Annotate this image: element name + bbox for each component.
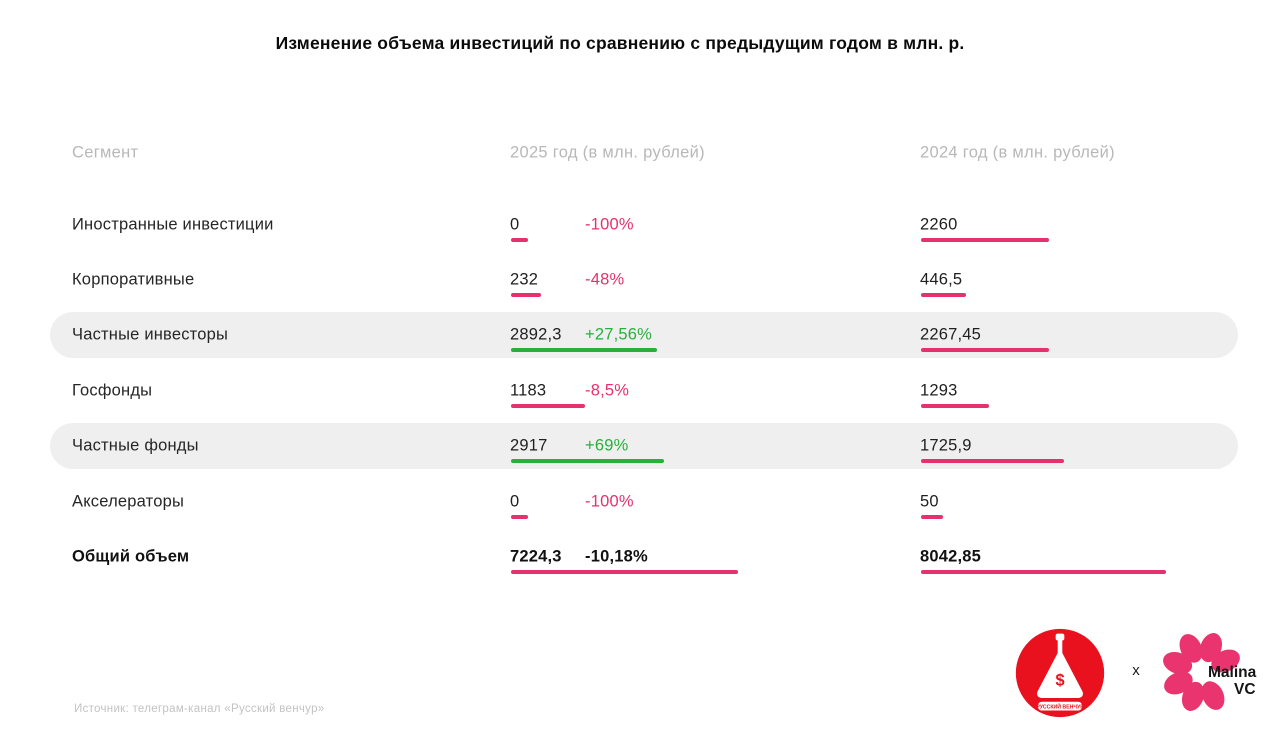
table-row: Иностранные инвестиции 0 -100% 2260 — [0, 197, 1280, 252]
value-2024: 1725,9 — [920, 436, 972, 455]
change-percent: -100% — [585, 215, 634, 234]
table-row: Частные инвесторы 2892,3 +27,56% 2267,45 — [0, 308, 1280, 363]
segment-label: Иностранные инвестиции — [72, 215, 274, 234]
segment-label: Общий объем — [72, 547, 190, 566]
table-row: Частные фонды 2917 +69% 1725,9 — [0, 419, 1280, 474]
table-header-row: Сегмент 2025 год (в млн. рублей) 2024 го… — [0, 130, 1280, 176]
header-segment: Сегмент — [72, 143, 139, 162]
collab-x-separator: x — [1132, 662, 1140, 679]
segment-label: Госфонды — [72, 381, 153, 400]
segment-label: Частные фонды — [72, 436, 199, 455]
change-percent: +69% — [585, 436, 629, 455]
value-2024: 2267,45 — [920, 325, 982, 344]
header-2025: 2025 год (в млн. рублей) — [510, 143, 705, 162]
value-bar-2024 — [921, 459, 1064, 464]
source-caption: Источник: телеграм-канал «Русский венчур… — [74, 703, 325, 715]
table-row: Корпоративные 232 -48% 446,5 — [0, 252, 1280, 307]
value-bar-2025 — [511, 403, 585, 408]
value-bar-2024 — [921, 237, 1049, 242]
value-2025: 2892,3 — [510, 325, 562, 344]
value-2024: 50 — [920, 492, 939, 511]
dollar-icon: $ — [1055, 671, 1064, 689]
value-2025: 0 — [510, 215, 520, 234]
value-bar-2025 — [511, 293, 541, 298]
value-bar-2024 — [921, 514, 943, 519]
value-bar-2025 — [511, 348, 657, 353]
malina-wordmark-line2: VC — [1234, 681, 1256, 698]
table-row: Госфонды 1183 -8,5% 1293 — [0, 363, 1280, 418]
malina-wordmark-line1: Malina — [1208, 664, 1257, 681]
value-bar-2024 — [921, 348, 1049, 353]
value-bar-2024 — [921, 570, 1166, 575]
segment-label: Корпоративные — [72, 270, 195, 289]
value-2025: 0 — [510, 492, 520, 511]
value-2025: 2917 — [510, 436, 548, 455]
table-row: Акселераторы 0 -100% 50 — [0, 474, 1280, 529]
value-bar-2025 — [511, 459, 664, 464]
value-2024: 1293 — [920, 381, 958, 400]
page-title: Изменение объема инвестиций по сравнению… — [275, 33, 965, 53]
value-bar-2025 — [511, 570, 738, 575]
value-bar-2024 — [921, 403, 989, 408]
value-2024: 2260 — [920, 215, 958, 234]
value-2025: 1183 — [510, 381, 547, 400]
value-bar-2025 — [511, 514, 528, 519]
segment-label: Акселераторы — [72, 492, 185, 511]
footer-logos: $ РУССКИЙ ВЕНЧУР x Malina VC — [1012, 622, 1272, 732]
change-percent: -10,18% — [585, 547, 648, 566]
change-percent: -8,5% — [585, 381, 630, 400]
russian-venture-caption: РУССКИЙ ВЕНЧУР — [1036, 702, 1084, 710]
value-bar-2025 — [511, 237, 528, 242]
value-2025: 232 — [510, 270, 539, 289]
value-2024: 446,5 — [920, 270, 963, 289]
segment-label: Частные инвесторы — [72, 325, 229, 344]
russian-venture-logo-icon: $ РУССКИЙ ВЕНЧУР — [1015, 628, 1105, 718]
change-percent: +27,56% — [585, 325, 652, 344]
value-2025: 7224,3 — [510, 547, 562, 566]
table-row: Общий объем 7224,3 -10,18% 8042,85 — [0, 529, 1280, 584]
change-percent: -100% — [585, 492, 634, 511]
value-2024: 8042,85 — [920, 547, 982, 566]
header-2024: 2024 год (в млн. рублей) — [920, 143, 1115, 162]
table-rows: Иностранные инвестиции 0 -100% 2260 Корп… — [0, 197, 1280, 585]
malina-vc-logo-icon: Malina VC — [1163, 633, 1257, 711]
value-bar-2024 — [921, 293, 966, 298]
change-percent: -48% — [585, 270, 625, 289]
